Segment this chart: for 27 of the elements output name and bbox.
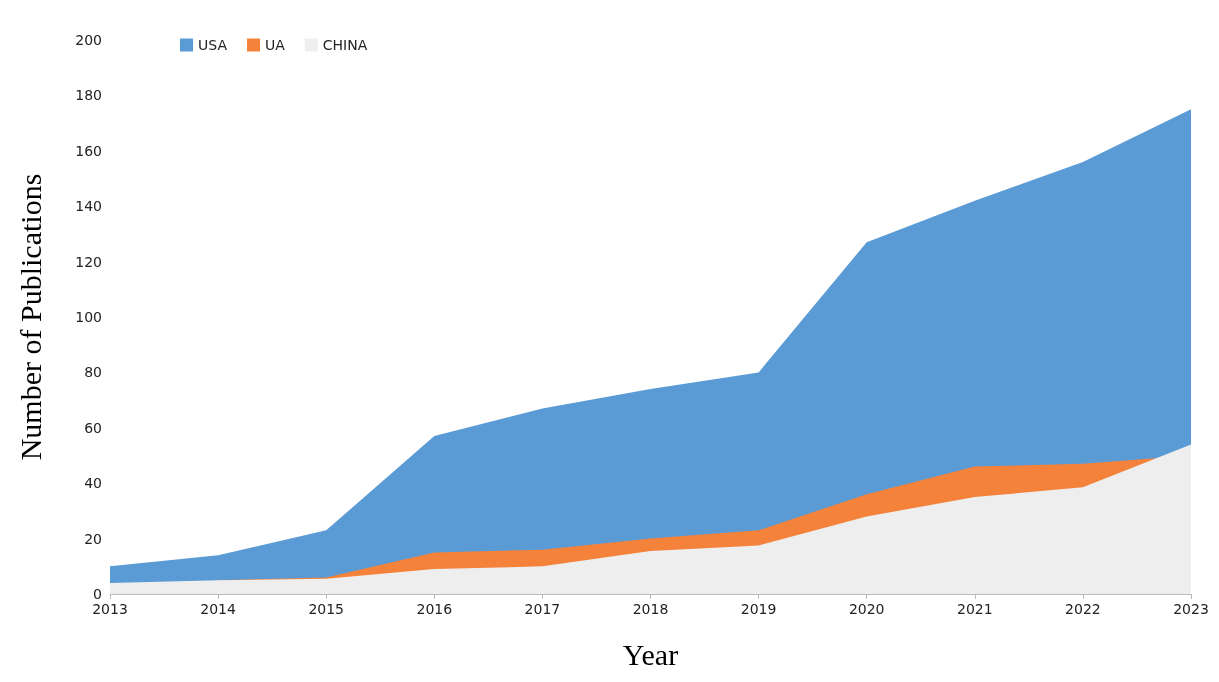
x-axis-title: Year: [622, 637, 679, 671]
y-tick-label: 40: [84, 475, 102, 492]
y-tick-label: 180: [75, 87, 102, 104]
x-tick-label: 2019: [740, 601, 777, 617]
y-axis-title: Number of Publications: [13, 173, 47, 461]
y-tick-label: 100: [75, 309, 102, 325]
legend-label: USA: [198, 37, 228, 53]
y-tick-label: 80: [84, 364, 102, 381]
x-tick-label: 2022: [1065, 601, 1101, 617]
y-tick-label: 0: [93, 586, 102, 602]
y-tick-label: 120: [75, 253, 102, 270]
y-tick-label: 160: [75, 142, 102, 159]
x-tick-label: 2023: [1173, 601, 1209, 617]
x-tick-label: 2018: [632, 601, 669, 617]
y-tick-label: 20: [84, 530, 102, 547]
y-tick-label: 200: [75, 32, 102, 48]
x-tick-label: 2017: [524, 601, 561, 617]
x-tick-label: 2016: [416, 601, 453, 617]
x-tick-label: 2021: [956, 601, 993, 617]
legend-label: CHINA: [322, 37, 368, 53]
y-tick-label: 140: [75, 198, 102, 215]
x-tick-label: 2014: [200, 601, 236, 617]
x-tick-label: 2020: [848, 601, 885, 617]
y-tick-label: 60: [84, 419, 102, 436]
x-tick-label: 2013: [92, 601, 128, 617]
legend-label: UA: [264, 37, 286, 53]
x-tick-label: 2015: [308, 601, 345, 617]
